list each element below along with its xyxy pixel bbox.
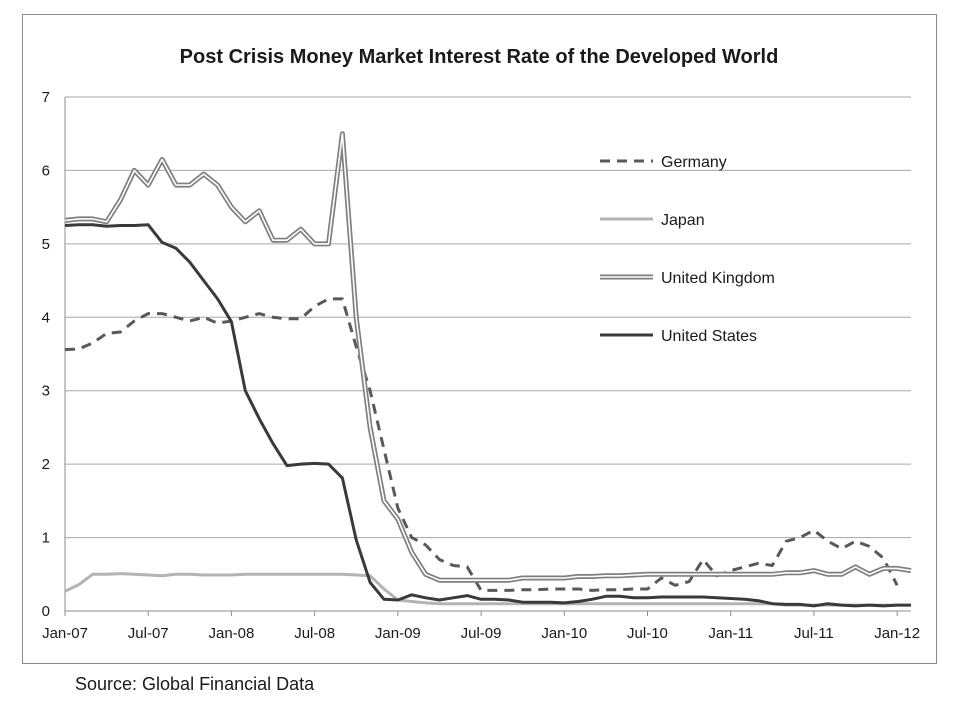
x-tick-label: Jan-09 bbox=[375, 625, 421, 642]
x-tick-label: Jul-11 bbox=[794, 625, 834, 642]
legend-item-germany: Germany bbox=[600, 154, 727, 171]
gridlines bbox=[64, 96, 911, 612]
legend-item-united-kingdom: United Kingdom bbox=[600, 270, 775, 287]
y-tick-label: 1 bbox=[42, 530, 50, 547]
series-lines bbox=[64, 131, 912, 608]
x-tick-label: Jan-11 bbox=[708, 625, 753, 642]
series-line-japan bbox=[64, 572, 898, 607]
source-note: Source: Global Financial Data bbox=[75, 674, 315, 694]
y-tick-label: 3 bbox=[42, 383, 50, 400]
y-tick-label: 2 bbox=[42, 456, 50, 473]
x-tick-label: Jan-07 bbox=[42, 625, 88, 642]
chart-title: Post Crisis Money Market Interest Rate o… bbox=[180, 46, 779, 68]
legend: Germany Japan United Kingdom United States bbox=[600, 154, 775, 345]
x-tick-label: Jan-10 bbox=[541, 625, 587, 642]
legend-label-united-kingdom: United Kingdom bbox=[661, 270, 775, 287]
legend-label-united-states: United States bbox=[661, 328, 757, 345]
x-tick-label: Jul-08 bbox=[294, 625, 335, 642]
chart-frame: Post Crisis Money Market Interest Rate o… bbox=[22, 14, 937, 664]
series-united-kingdom bbox=[64, 131, 912, 583]
x-axis-ticks: Jan-07 Jul-07 Jan-08 Jul-08 Jan-09 Jul-09 Jan-… bbox=[42, 611, 920, 642]
y-tick-label: 6 bbox=[42, 162, 50, 179]
y-tick-label: 0 bbox=[42, 603, 50, 620]
x-tick-label: Jan-12 bbox=[874, 625, 920, 642]
y-tick-label: 7 bbox=[42, 89, 50, 106]
legend-item-japan: Japan bbox=[600, 212, 705, 229]
series-germany bbox=[64, 297, 899, 592]
series-japan bbox=[64, 572, 898, 607]
series-line-inner-united-kingdom bbox=[64, 132, 912, 581]
series-united-states bbox=[64, 223, 911, 608]
legend-label-germany: Germany bbox=[661, 154, 727, 171]
legend-item-united-states: United States bbox=[600, 328, 757, 345]
series-line-united-kingdom bbox=[64, 131, 912, 583]
series-line-united-states bbox=[64, 223, 911, 608]
x-tick-label: Jul-07 bbox=[128, 625, 169, 642]
y-axis-ticks: 0 1 2 3 4 5 6 7 bbox=[42, 89, 50, 620]
legend-label-japan: Japan bbox=[661, 212, 705, 229]
y-tick-label: 4 bbox=[42, 309, 50, 326]
x-tick-label: Jan-08 bbox=[208, 625, 254, 642]
series-line-germany bbox=[64, 297, 899, 592]
y-tick-label: 5 bbox=[42, 236, 50, 253]
x-tick-label: Jul-10 bbox=[627, 625, 668, 642]
line-chart: Post Crisis Money Market Interest Rate o… bbox=[42, 46, 920, 642]
x-tick-label: Jul-09 bbox=[461, 625, 502, 642]
